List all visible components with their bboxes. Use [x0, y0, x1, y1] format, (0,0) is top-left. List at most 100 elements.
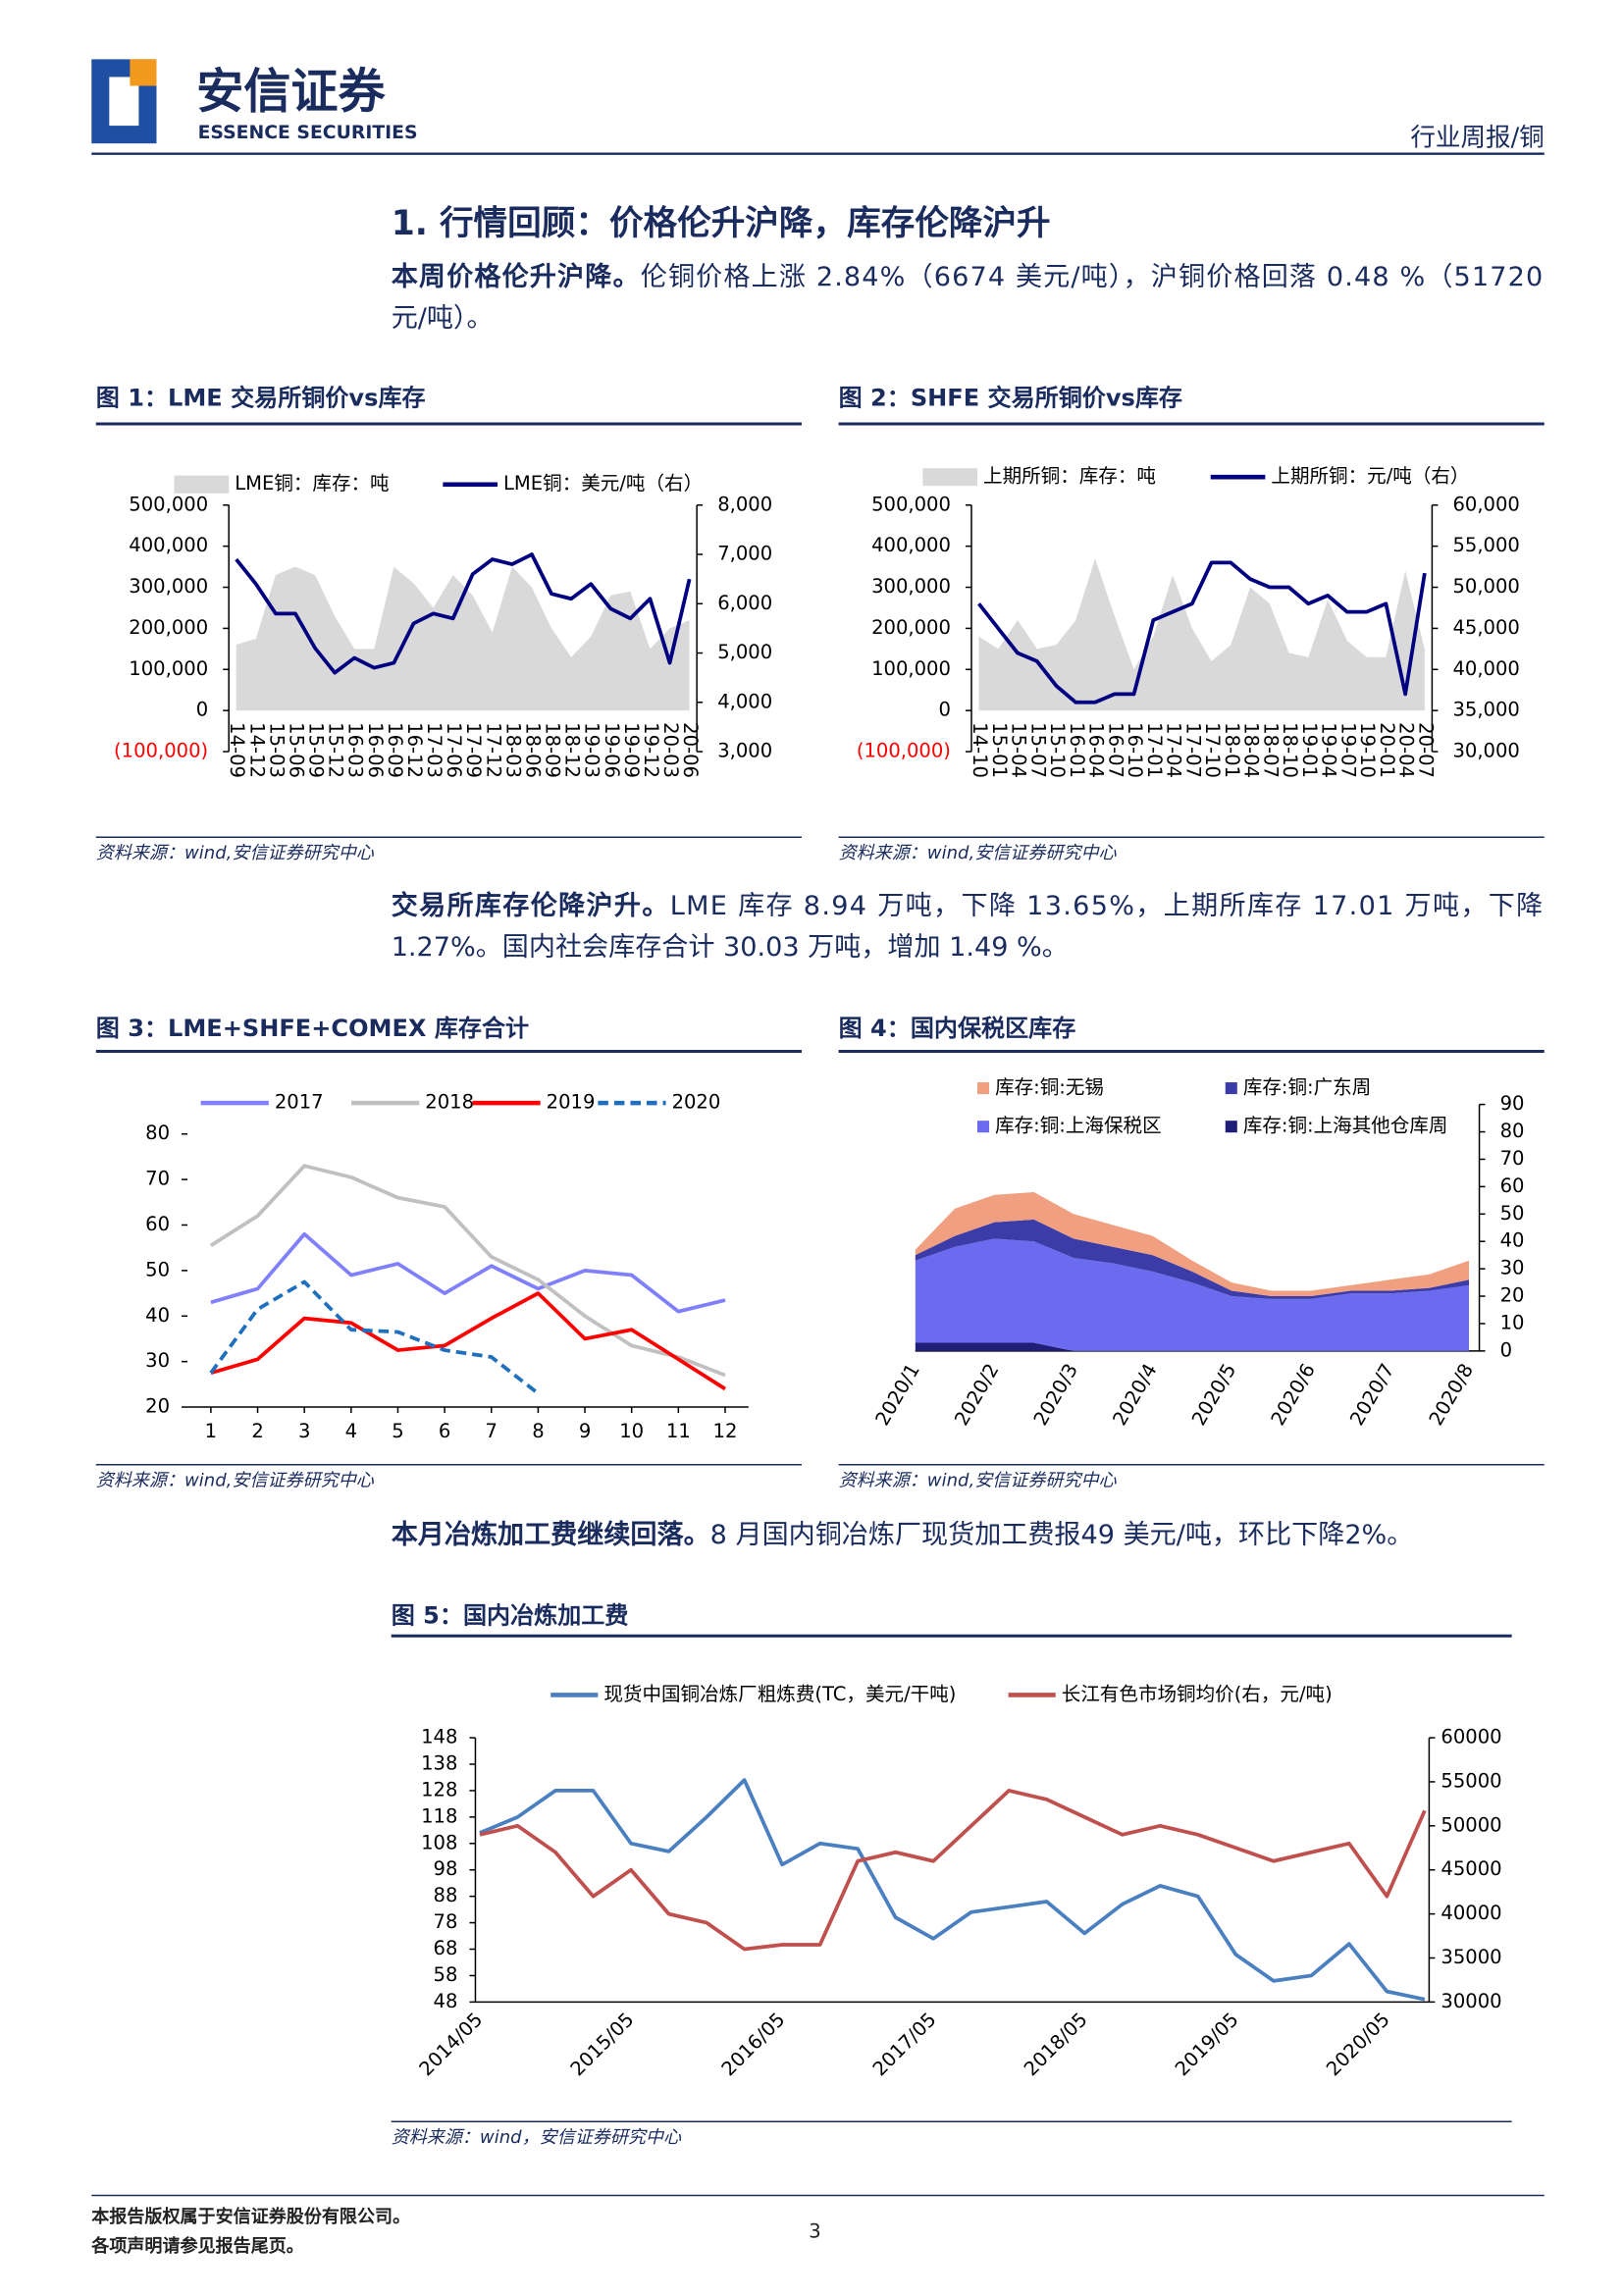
x-tick-label: 1 — [205, 1420, 217, 1442]
x-tick-label: 16-03 — [344, 722, 367, 778]
legend-label: 长江有色市场铜均价(右，元/吨) — [1062, 1683, 1333, 1705]
x-tick-label: 18-09 — [542, 722, 564, 778]
x-tick-label: 16-12 — [403, 722, 426, 778]
tick-label: 118 — [421, 1804, 457, 1827]
legend-label: 库存:铜:无锡 — [995, 1076, 1104, 1099]
legend-label: 库存:铜:广东周 — [1243, 1076, 1371, 1099]
tick-label: 138 — [421, 1751, 457, 1774]
line — [479, 1789, 1427, 1952]
tick-label: 6,000 — [717, 592, 772, 614]
x-tick-label: 17-09 — [462, 722, 485, 778]
paragraph-lead: 交易所库存伦降沪升。 — [392, 890, 669, 921]
x-tick-label: 16-07 — [1104, 722, 1126, 778]
tick-label: 300,000 — [129, 575, 208, 598]
legend-label: 上期所铜：库存：吨 — [983, 465, 1156, 488]
line — [209, 1164, 726, 1378]
legend-label: 库存:铜:上海其他仓库周 — [1243, 1115, 1448, 1137]
tick-label: 30,000 — [1452, 740, 1519, 762]
tick-label: 0 — [196, 699, 208, 721]
legend-label: LME铜：库存：吨 — [235, 472, 389, 495]
legend-swatch — [922, 468, 978, 487]
tick-label: 50 — [145, 1258, 170, 1280]
brand: 安信证券 — [196, 65, 386, 120]
area — [915, 1219, 1470, 1299]
area — [915, 1238, 1470, 1351]
paragraph-text: LME 库存 8.94 万吨，下降 13.65%，上期所库存 17.01 万吨，… — [670, 891, 1544, 921]
tick-label: 90 — [1500, 1092, 1525, 1115]
paragraph-lead: 本月冶炼加工费继续回落。 — [392, 1518, 710, 1549]
legend-label: 库存:铜:上海保税区 — [995, 1115, 1162, 1137]
tick-label: 4,000 — [717, 690, 772, 712]
paragraph-text: 8 月国内铜冶炼厂现货加工费报49 美元/吨，环比下降2%。 — [710, 1519, 1414, 1549]
tick-label: 70 — [145, 1168, 170, 1190]
tick-label: 40 — [145, 1304, 170, 1327]
x-tick-label: 18-03 — [501, 722, 524, 778]
x-tick-label: 16-01 — [1066, 722, 1088, 778]
tick-label: 500,000 — [871, 493, 951, 515]
tick-label: 50,000 — [1452, 575, 1519, 598]
tick-label: 35000 — [1441, 1946, 1501, 1968]
x-tick-label: 20-06 — [679, 722, 702, 778]
logo — [91, 59, 157, 144]
legend-label: LME铜：美元/吨（右） — [503, 472, 703, 495]
x-tick-label: 16-04 — [1085, 722, 1108, 778]
tick-label: 200,000 — [129, 616, 208, 639]
tick-label: 35,000 — [1452, 699, 1519, 721]
tick-label: 45,000 — [1452, 616, 1519, 639]
section-title: 1. 行情回顾：价格伦升沪降，库存伦降沪升 — [392, 204, 1051, 243]
x-tick-label: 14-09 — [226, 722, 248, 778]
tick-label: 45000 — [1441, 1857, 1501, 1880]
paragraph-text: 伦铜价格上涨 2.84%（6674 美元/吨），沪铜价格回落 0.48 %（51… — [641, 262, 1544, 292]
paragraph-line: 交易所库存伦降沪升。LME 库存 8.94 万吨，下降 13.65%，上期所库存… — [392, 890, 1544, 921]
line — [479, 1778, 1426, 2002]
report-category: 行业周报/铜 — [1410, 124, 1544, 153]
legend-label: 现货中国铜冶炼厂粗炼费(TC，美元/干吨) — [603, 1683, 956, 1705]
tick-label: 400,000 — [129, 534, 208, 556]
paragraph-lead: 本周价格伦升沪降。 — [392, 261, 640, 292]
line — [210, 1231, 726, 1314]
figure-caption: 图 5：国内冶炼加工费 — [392, 1602, 629, 1630]
x-tick-label: 19-04 — [1318, 722, 1340, 778]
x-tick-label: 15-04 — [1008, 722, 1030, 778]
tick-label: 10 — [1500, 1311, 1525, 1333]
tick-label: 98 — [434, 1857, 458, 1880]
tick-label: 200,000 — [871, 616, 951, 639]
tick-label: 40,000 — [1452, 657, 1519, 680]
tick-label: 50000 — [1441, 1813, 1501, 1836]
x-tick-label: 15-09 — [305, 722, 328, 778]
figure-source: 资料来源：wind,安信证券研究中心 — [96, 843, 375, 863]
figure-source: 资料来源：wind,安信证券研究中心 — [839, 1470, 1118, 1490]
paragraph-text: 元/吨）。 — [392, 303, 494, 334]
legend-swatch — [1225, 1121, 1237, 1133]
x-tick-label: 17-07 — [1181, 722, 1204, 778]
x-tick-label: 18-06 — [521, 722, 544, 778]
x-tick-label: 17-03 — [423, 722, 445, 778]
tick-label: 55000 — [1441, 1769, 1501, 1792]
x-tick-label: 18-10 — [1279, 722, 1301, 778]
x-tick-label: 12 — [713, 1420, 738, 1442]
legend-label: 2019 — [547, 1091, 596, 1114]
tick-label: 3,000 — [717, 740, 772, 762]
tick-label: 30 — [1500, 1257, 1525, 1279]
page-number: 3 — [809, 2220, 820, 2243]
paragraph-line: 元/吨）。 — [392, 303, 494, 334]
paragraph-line: 本周价格伦升沪降。伦铜价格上涨 2.84%（6674 美元/吨），沪铜价格回落 … — [392, 261, 1544, 292]
tick-label: 108 — [421, 1831, 457, 1853]
legend-swatch — [1225, 1082, 1237, 1095]
x-tick-label: 20-07 — [1414, 722, 1437, 778]
x-tick-label: 19-03 — [581, 722, 603, 778]
tick-label: 58 — [434, 1963, 458, 1986]
x-tick-label: 19-12 — [640, 722, 662, 778]
legend-label: 2020 — [672, 1091, 721, 1114]
x-tick-label: 16-09 — [384, 722, 406, 778]
x-tick-label: 18-07 — [1259, 722, 1282, 778]
line — [209, 1279, 540, 1395]
tick-label: 400,000 — [871, 534, 951, 556]
x-tick-label: 18-01 — [1221, 722, 1243, 778]
figure-source: 资料来源：wind,安信证券研究中心 — [96, 1470, 375, 1490]
x-tick-label: 19-10 — [1356, 722, 1379, 778]
tick-label: 40 — [1500, 1229, 1525, 1252]
x-tick-label: 2 — [251, 1420, 263, 1442]
legend-swatch — [977, 1121, 990, 1133]
x-tick-label: 5 — [392, 1420, 403, 1442]
